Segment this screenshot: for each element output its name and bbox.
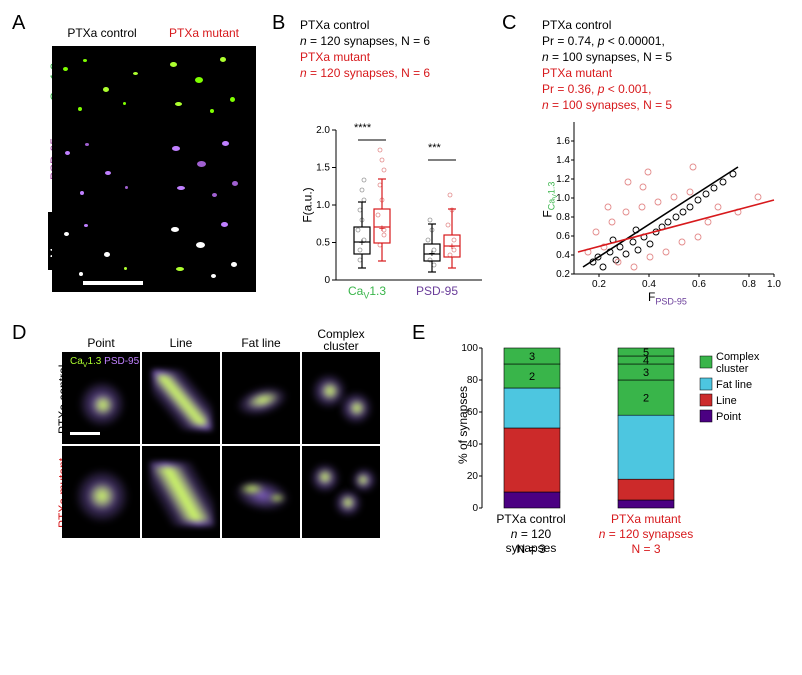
svg-text:1.0: 1.0 — [767, 279, 781, 290]
panel-e: E 0 20 40 60 80 100 23 2345 — [412, 322, 790, 582]
panel-b-sig2: *** — [428, 142, 441, 154]
d-col1: Point — [62, 336, 140, 350]
panel-c-chart: 0.2 0.4 0.6 0.8 1.0 1.2 1.4 1.6 0.2 0.4 … — [538, 112, 786, 307]
bottom-row: D Point Line Fat line Complexcluster PTX… — [12, 312, 790, 582]
svg-text:+: + — [359, 237, 365, 249]
svg-text:2: 2 — [529, 371, 535, 383]
svg-text:0.6: 0.6 — [556, 231, 570, 242]
micro-cav-mutant — [155, 47, 255, 127]
panel-a: A PTXa control PTXa mutant CaV1.3 PSD-95… — [12, 12, 272, 312]
e-x2: PTXa mutant — [596, 512, 696, 526]
c-l5: Pr = 0.36, p < 0.001, — [542, 82, 651, 96]
panel-b-line4: n = 120 synapses, N = 6 — [300, 66, 430, 80]
svg-text:0.6: 0.6 — [692, 279, 706, 290]
panel-b-ylabel: F(a.u.) — [301, 187, 315, 222]
panel-b-xlab1: CaV1.3 — [348, 284, 386, 300]
c-l4: PTXa mutant — [542, 66, 612, 80]
svg-text:100: 100 — [461, 343, 478, 354]
d-legend: CaV1.3 PSD-95 — [70, 356, 139, 369]
panel-c-svg: 0.2 0.4 0.6 0.8 1.0 1.2 1.4 1.6 0.2 0.4 … — [538, 112, 786, 307]
e-n1: N = 3 — [486, 542, 576, 556]
e-n2: N = 3 — [596, 542, 696, 556]
svg-text:Fat line: Fat line — [716, 379, 752, 391]
panel-e-ylabel: % of synapses — [456, 386, 470, 464]
panel-b-label: B — [272, 12, 285, 35]
panel-b-sig1: **** — [354, 122, 371, 134]
svg-text:5: 5 — [643, 347, 649, 359]
panel-d-images — [62, 352, 380, 538]
svg-text:3: 3 — [643, 367, 649, 379]
svg-text:Line: Line — [716, 395, 737, 407]
c-l3: n = 100 synapses, N = 5 — [542, 50, 672, 64]
e-x1: PTXa control — [486, 512, 576, 526]
panel-b-xlab2: PSD-95 — [416, 284, 458, 298]
svg-text:2: 2 — [643, 393, 649, 405]
panel-c-label: C — [502, 12, 516, 35]
svg-text:0.8: 0.8 — [742, 279, 756, 290]
d-col2: Line — [142, 336, 220, 350]
micro-cav-control — [53, 47, 153, 127]
d-point-mut — [62, 446, 140, 538]
panel-a-label: A — [12, 12, 25, 35]
micro-merge-mutant — [155, 211, 255, 291]
panel-c: C PTXa control Pr = 0.74, p < 0.00001, n… — [502, 12, 790, 312]
panel-d-label: D — [12, 322, 26, 345]
micro-psd-control — [53, 129, 153, 209]
svg-text:1.5: 1.5 — [316, 163, 330, 174]
d-col3: Fat line — [222, 336, 300, 350]
d-col4: Complexcluster — [302, 328, 380, 352]
c-l6: n = 100 synapses, N = 5 — [542, 98, 672, 112]
d-complex-mut — [302, 446, 380, 538]
panel-d: D Point Line Fat line Complexcluster PTX… — [12, 322, 412, 582]
svg-text:0.5: 0.5 — [316, 238, 330, 249]
panel-b-chart: 0 0.5 1.0 1.5 2.0 — [302, 120, 492, 305]
svg-text:0.2: 0.2 — [556, 269, 570, 280]
panel-b: B PTXa control n = 120 synapses, N = 6 P… — [272, 12, 502, 312]
panel-e-label: E — [412, 322, 425, 345]
d-line-ctrl — [142, 352, 220, 444]
svg-text:2.0: 2.0 — [316, 125, 330, 136]
d-line-mut — [142, 446, 220, 538]
d-fat-ctrl — [222, 352, 300, 444]
svg-text:Complex: Complex — [716, 351, 760, 363]
svg-text:1.0: 1.0 — [316, 200, 330, 211]
svg-text:3: 3 — [529, 351, 535, 363]
c-l1: PTXa control — [542, 18, 611, 32]
c-l2: Pr = 0.74, p < 0.00001, — [542, 34, 665, 48]
svg-text:1.6: 1.6 — [556, 136, 570, 147]
d-complex-ctrl — [302, 352, 380, 444]
panel-b-svg: 0 0.5 1.0 1.5 2.0 — [302, 120, 492, 305]
panel-a-col2: PTXa mutant — [154, 26, 254, 40]
svg-text:20: 20 — [467, 471, 479, 482]
figure: A PTXa control PTXa mutant CaV1.3 PSD-95… — [12, 12, 790, 582]
panel-b-line3: PTXa mutant — [300, 50, 370, 64]
panel-e-chart: 0 20 40 60 80 100 23 2345 Complexcluster — [442, 340, 782, 570]
svg-text:80: 80 — [467, 375, 479, 386]
svg-text:0.4: 0.4 — [642, 279, 656, 290]
panel-c-ylabel: FCaV1.3 — [540, 182, 559, 218]
top-row: A PTXa control PTXa mutant CaV1.3 PSD-95… — [12, 12, 790, 312]
svg-text:0.4: 0.4 — [556, 250, 570, 261]
panel-c-xlabel: FPSD-95 — [648, 290, 687, 306]
svg-text:+: + — [449, 241, 455, 253]
svg-text:1.4: 1.4 — [556, 155, 570, 166]
svg-text:Point: Point — [716, 411, 741, 423]
panel-a-images — [52, 46, 256, 292]
e-s2: n = 120 synapses — [596, 527, 696, 541]
svg-text:0: 0 — [324, 275, 330, 286]
svg-text:0: 0 — [472, 503, 478, 514]
panel-a-col1: PTXa control — [52, 26, 152, 40]
svg-text:+: + — [429, 248, 435, 260]
svg-text:cluster: cluster — [716, 363, 749, 375]
svg-text:0.2: 0.2 — [592, 279, 606, 290]
panel-b-line2: n = 120 synapses, N = 6 — [300, 34, 430, 48]
panel-b-line1: PTXa control — [300, 18, 369, 32]
d-fat-mut — [222, 446, 300, 538]
micro-merge-control — [53, 211, 153, 291]
micro-psd-mutant — [155, 129, 255, 209]
svg-text:+: + — [379, 223, 385, 235]
